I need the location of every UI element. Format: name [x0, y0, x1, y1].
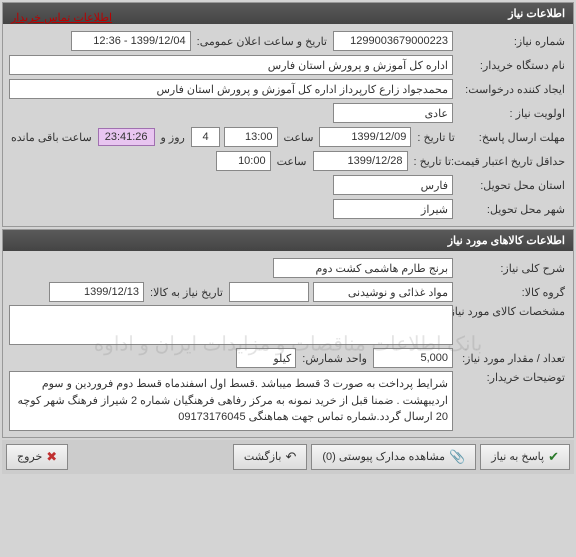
- unit-label: واحد شمارش:: [300, 352, 369, 365]
- close-icon: ✖: [46, 449, 57, 465]
- public-announce-field: 1399/12/04 - 12:36: [71, 31, 191, 51]
- validity-to-label: تا تاریخ :: [412, 155, 453, 168]
- time-label-2: ساعت: [275, 155, 309, 168]
- check-icon: ✔: [548, 449, 559, 465]
- paperclip-icon: 📎: [449, 449, 465, 465]
- buyer-notes-field: شرایط پرداخت به صورت 3 قسط میباشد .قسط ا…: [9, 371, 453, 431]
- desc-label: شرح کلی نیاز:: [457, 262, 567, 275]
- deadline-label: مهلت ارسال پاسخ:: [461, 131, 567, 144]
- priority-field: عادی: [333, 103, 453, 123]
- deadline-date-field: 1399/12/09: [319, 127, 411, 147]
- validity-label: حداقل تاریخ اعتبار قیمت:: [457, 155, 567, 168]
- goods-info-panel: اطلاعات کالاهای مورد نیاز بانک اطلاعات م…: [2, 229, 574, 438]
- deadline-time-field: 13:00: [224, 127, 277, 147]
- need-no-label: شماره نیاز:: [457, 35, 567, 48]
- attachments-label: مشاهده مدارک پیوستی (0): [322, 450, 445, 463]
- days-field: 4: [191, 127, 220, 147]
- days-label: روز و: [159, 131, 187, 144]
- need-by-label: تاریخ نیاز به کالا:: [148, 286, 225, 299]
- group-label: گروه کالا:: [457, 286, 567, 299]
- to-date-label: تا تاریخ :: [415, 131, 456, 144]
- spec-field: [9, 305, 453, 345]
- arrow-back-icon: ↶: [285, 449, 296, 465]
- goods-info-header: اطلاعات کالاهای مورد نیاز: [3, 230, 573, 251]
- buyer-org-label: نام دستگاه خریدار:: [457, 59, 567, 72]
- need-by-field: 1399/12/13: [49, 282, 144, 302]
- province-label: استان محل تحویل:: [457, 179, 567, 192]
- spec-label: مشخصات کالای مورد نیاز:: [457, 305, 567, 318]
- attachments-button[interactable]: 📎 مشاهده مدارک پیوستی (0): [311, 444, 476, 470]
- return-label: بازگشت: [244, 450, 282, 463]
- buyer-contact-link[interactable]: اطلاعات تماس خریدار: [11, 11, 112, 24]
- creator-label: ایجاد کننده درخواست:: [457, 83, 567, 96]
- exit-label: خروج: [17, 450, 42, 463]
- return-button[interactable]: ↶ بازگشت: [233, 444, 307, 470]
- city-label: شهر محل تحویل:: [457, 203, 567, 216]
- buyer-org-field: اداره کل آموزش و پرورش استان فارس: [9, 55, 453, 75]
- group1-field: مواد غذائی و نوشیدنی: [313, 282, 453, 302]
- province-field: فارس: [333, 175, 453, 195]
- need-info-panel: اطلاعات نیاز اطلاعات تماس خریدار شماره ن…: [2, 2, 574, 227]
- buyer-notes-label: توضیحات خریدار:: [457, 371, 567, 384]
- desc-field: برنج طارم هاشمی کشت دوم: [273, 258, 453, 278]
- exit-button[interactable]: ✖ خروج: [6, 444, 68, 470]
- respond-button[interactable]: ✔ پاسخ به نیاز: [480, 444, 570, 470]
- public-announce-label: تاریخ و ساعت اعلان عمومی:: [195, 35, 329, 48]
- respond-label: پاسخ به نیاز: [491, 450, 544, 463]
- priority-label: اولویت نیاز :: [457, 107, 567, 120]
- need-no-field: 1299003679000223: [333, 31, 453, 51]
- remaining-label: ساعت باقی مانده: [9, 131, 94, 144]
- time-label-1: ساعت: [282, 131, 316, 144]
- city-field: شیراز: [333, 199, 453, 219]
- qty-field: 5,000: [373, 348, 453, 368]
- validity-time-field: 10:00: [216, 151, 271, 171]
- button-bar: ✔ پاسخ به نیاز 📎 مشاهده مدارک پیوستی (0)…: [2, 440, 574, 474]
- qty-label: تعداد / مقدار مورد نیاز:: [457, 352, 567, 365]
- group2-field: [229, 282, 309, 302]
- unit-field: کیلو: [236, 348, 296, 368]
- creator-field: محمدجواد زارع کارپرداز اداره کل آموزش و …: [9, 79, 453, 99]
- countdown-field: 23:41:26: [98, 128, 155, 146]
- validity-date-field: 1399/12/28: [313, 151, 408, 171]
